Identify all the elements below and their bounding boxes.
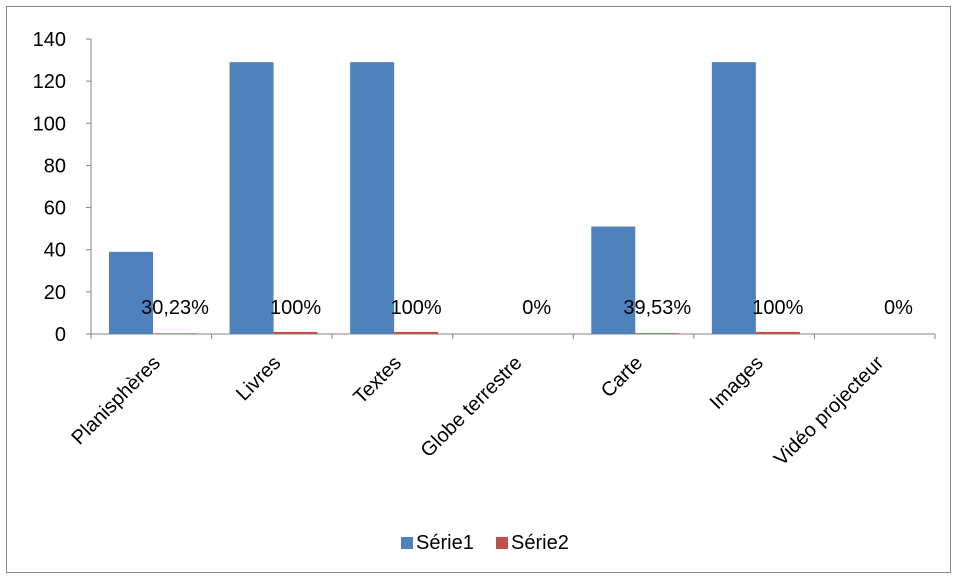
axes [90,39,935,335]
x-tick-label: Vidéo projecteur [770,352,889,471]
y-tick-label: 80 [44,155,66,177]
y-tick-label: 140 [33,29,66,51]
x-tick-label: Carte [597,352,647,402]
x-tick-label: Planisphères [68,352,165,449]
bar-serie2 [394,331,439,334]
y-tick-label: 40 [44,240,66,262]
data-label: 30,23% [141,297,209,319]
bar-serie2 [635,333,680,334]
bar-serie2 [273,331,318,334]
x-tick-label: Images [706,352,768,414]
y-tick-label: 20 [44,282,66,304]
bars [90,62,936,339]
data-label: 39,53% [623,297,691,319]
legend-label: Série1 [416,532,474,554]
legend-swatch [496,537,508,549]
data-label: 0% [522,297,551,319]
legend: Série1 Série2 [401,532,569,554]
x-tick-label: Globe terrestre [417,352,527,462]
x-tick-label: Textes [350,352,406,408]
y-axis-ticks: 0 20 40 60 80 100 120 140 [33,29,91,346]
bar-serie1 [109,251,153,334]
legend-label: Série2 [511,532,569,554]
y-tick-label: 100 [33,113,66,135]
y-tick-label: 60 [44,198,66,220]
x-tick-label: Livres [232,352,285,405]
x-axis-ticks: Planisphères Livres Textes Globe terrestre C… [68,352,889,471]
legend-swatch [401,537,413,549]
bar-chart: 0 20 40 60 80 100 120 140 30,23% 100% 100% 0% 39,53… [33,29,936,554]
data-label: 100% [391,297,442,319]
y-tick-label: 0 [55,324,66,346]
bar-serie2 [755,331,800,334]
bar-serie1 [591,226,636,334]
chart-frame: 0 20 40 60 80 100 120 140 30,23% 100% 100% 0% 39,53… [6,6,951,573]
data-labels: 30,23% 100% 100% 0% 39,53% 100% 0% [141,297,913,319]
bar-serie2 [153,333,197,334]
bar-serie1 [711,62,756,335]
y-tick-label: 120 [33,71,66,93]
data-label: 0% [884,297,913,319]
data-label: 100% [752,297,803,319]
data-label: 100% [270,297,321,319]
bar-serie1 [229,62,274,335]
bar-serie1 [350,62,395,335]
